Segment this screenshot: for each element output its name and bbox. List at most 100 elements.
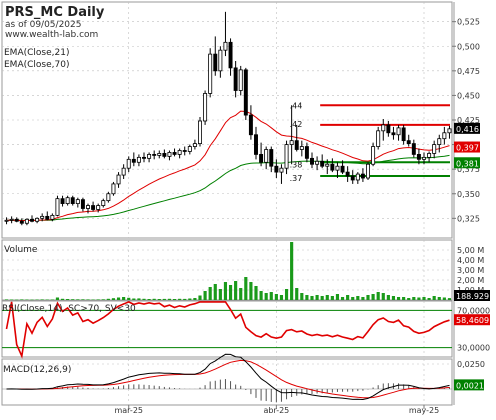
volume-bar <box>40 299 44 300</box>
volume-bar <box>122 297 126 300</box>
candle-body <box>126 158 131 169</box>
price-tick-label: 0,500 <box>457 42 480 51</box>
macd-tick-label: 0,0250 <box>457 360 485 369</box>
volume-bar <box>269 292 273 300</box>
volume-bar <box>391 296 396 300</box>
candle-body <box>60 198 65 204</box>
volume-bar <box>188 298 192 300</box>
website-label: www.wealth-lab.com <box>5 30 98 40</box>
candle-body <box>187 146 192 152</box>
candle-body <box>406 140 411 144</box>
candle-body <box>427 153 432 158</box>
candle-body <box>264 149 269 163</box>
candle-body <box>116 174 121 185</box>
volume-bar <box>381 293 385 300</box>
indicator-label-ema21: EMA(Close,21) <box>4 48 69 58</box>
volume-bar <box>376 292 380 300</box>
candle-body <box>315 160 320 165</box>
candle-body <box>432 144 437 154</box>
volume-bar <box>15 299 19 301</box>
macd-title: MACD(12,26,9) <box>3 365 71 375</box>
candle-body <box>396 127 401 136</box>
volume-bar <box>234 281 238 300</box>
candle-body <box>172 152 177 155</box>
candle-body <box>142 156 146 159</box>
volume-bar <box>45 299 49 300</box>
as-of-date: as of 09/05/2025 <box>5 20 81 30</box>
volume-bar <box>10 299 14 300</box>
volume-bar <box>106 298 110 300</box>
ema70-line <box>6 154 450 221</box>
volume-bar <box>172 299 177 300</box>
volume-bar <box>30 299 34 301</box>
candlesticks <box>4 11 452 226</box>
candle-body <box>157 153 162 156</box>
candle-body <box>416 154 421 160</box>
candle-body <box>310 157 314 165</box>
candle-body <box>4 219 9 222</box>
volume-bar <box>66 299 70 300</box>
volume-bar <box>35 299 39 300</box>
volume-last-label: 188.929 <box>456 292 489 301</box>
candle-body <box>335 165 340 171</box>
volume-bar <box>386 295 390 300</box>
candle-body <box>340 165 345 173</box>
volume-bar <box>157 299 161 300</box>
candle-body <box>91 205 96 210</box>
candle-body <box>106 193 111 202</box>
candle-body <box>192 143 197 147</box>
volume-bar <box>208 287 212 300</box>
volume-bar <box>76 299 80 300</box>
candle-body <box>284 144 289 169</box>
candle-body <box>411 143 416 155</box>
volume-bar <box>239 288 243 300</box>
price-tick-label: 0,425 <box>457 116 480 125</box>
volume-bar <box>447 298 452 300</box>
candle-body <box>325 163 330 167</box>
volume-tick-label: 3,00 M <box>457 266 484 275</box>
candle-body <box>136 156 141 163</box>
volume-bar <box>167 298 172 300</box>
volume-bar <box>178 298 182 300</box>
volume-bar <box>223 282 228 300</box>
candle-body <box>437 138 442 145</box>
candle-body <box>9 218 14 221</box>
rsi-title: RSI(Close,14), SC>70, SV<30 <box>2 304 136 314</box>
candle-body <box>289 140 294 145</box>
volume-bar <box>351 297 355 300</box>
price-tick-label: 0,450 <box>457 91 480 100</box>
candle-body <box>330 163 335 171</box>
volume-bar <box>127 297 131 300</box>
volume-bar <box>50 299 54 300</box>
candle-body <box>121 167 126 176</box>
time-label: may-25 <box>409 406 439 415</box>
volume-bar <box>422 297 426 300</box>
volume-bar <box>437 297 441 300</box>
price-tick-label: 0,350 <box>457 190 480 199</box>
ema21-line <box>6 110 450 222</box>
candle-body <box>14 218 19 222</box>
macd-pane <box>2 353 452 403</box>
candle-body <box>75 199 80 204</box>
volume-bar <box>315 295 319 300</box>
candle-body <box>386 124 391 134</box>
candle-body <box>131 158 136 163</box>
candle-body <box>80 199 85 209</box>
volume-bar <box>60 298 65 300</box>
price-annotation: .37 <box>290 174 303 183</box>
volume-bar <box>402 297 406 300</box>
volume-bar <box>55 297 60 300</box>
rsi-tick-label: 70,0000 <box>457 306 490 315</box>
candle-body <box>376 130 381 147</box>
volume-bar <box>412 297 416 300</box>
candle-body <box>350 175 355 181</box>
candle-body <box>96 205 101 210</box>
price-annotation: .38 <box>290 160 303 169</box>
candle-body <box>55 198 60 216</box>
candle-body <box>228 41 233 69</box>
last-value-box <box>454 157 480 169</box>
last-value-label: 0,416 <box>456 125 479 134</box>
candle-body <box>65 197 70 204</box>
volume-bar <box>346 295 350 300</box>
